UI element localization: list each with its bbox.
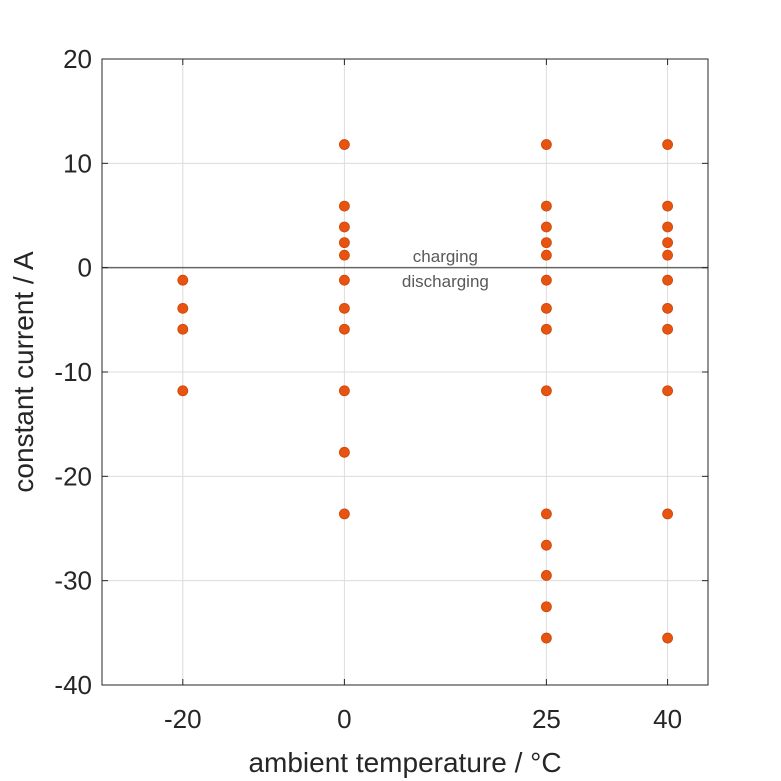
data-point: [662, 237, 673, 249]
data-point: [541, 221, 552, 233]
data-point: [338, 302, 350, 314]
data-point: [662, 632, 673, 644]
y-tick-label: -40: [54, 670, 92, 700]
data-point: [338, 237, 350, 249]
data-point: [338, 221, 350, 233]
data-point: [541, 632, 552, 644]
x-tick-label: 40: [653, 704, 682, 734]
y-axis-ticks: -40 -30 -20 -10 0 10 20: [54, 44, 708, 700]
y-tick-label: -10: [54, 357, 92, 387]
data-point: [662, 385, 673, 397]
grid-lines: [102, 58, 708, 686]
data-point: [541, 323, 552, 335]
y-tick-label: -30: [54, 566, 92, 596]
data-point: [662, 274, 673, 286]
annotation-charging: charging: [413, 247, 478, 266]
data-point: [662, 508, 673, 520]
y-tick-label: 10: [63, 148, 92, 178]
data-point: [541, 200, 552, 212]
data-point: [541, 570, 552, 581]
data-point: [541, 139, 552, 150]
data-point: [177, 385, 189, 397]
data-point: [338, 274, 350, 286]
data-point: [338, 446, 350, 458]
y-tick-label: 0: [78, 253, 92, 283]
y-tick-label: -20: [54, 461, 92, 491]
x-tick-label: 25: [532, 704, 561, 734]
data-point: [662, 139, 673, 150]
x-tick-label: 0: [337, 704, 351, 734]
data-point: [541, 508, 552, 520]
data-points: [177, 139, 673, 644]
x-axis-ticks: -20 0 25 40: [164, 59, 682, 734]
x-axis-label: ambient temperature / °C: [248, 747, 561, 778]
data-point: [662, 249, 673, 261]
data-point: [338, 249, 350, 261]
data-point: [177, 302, 189, 314]
data-point: [338, 323, 350, 335]
data-point: [338, 508, 350, 520]
data-point: [541, 249, 552, 261]
data-point: [662, 221, 673, 233]
data-point: [541, 539, 552, 551]
x-tick-label: -20: [164, 704, 202, 734]
annotations: charging discharging: [402, 247, 489, 291]
data-point: [662, 302, 673, 314]
data-point: [177, 274, 189, 286]
data-point: [541, 385, 552, 397]
data-point: [662, 323, 673, 335]
data-point: [338, 139, 350, 150]
data-point: [541, 274, 552, 286]
data-point: [541, 237, 552, 249]
annotation-discharging: discharging: [402, 272, 489, 291]
data-point: [338, 200, 350, 212]
data-point: [338, 385, 350, 397]
y-tick-label: 20: [63, 44, 92, 74]
y-axis-label: constant current / A: [8, 251, 39, 493]
data-point: [541, 601, 552, 613]
data-point: [541, 302, 552, 314]
data-point: [177, 323, 189, 335]
data-point: [662, 200, 673, 212]
